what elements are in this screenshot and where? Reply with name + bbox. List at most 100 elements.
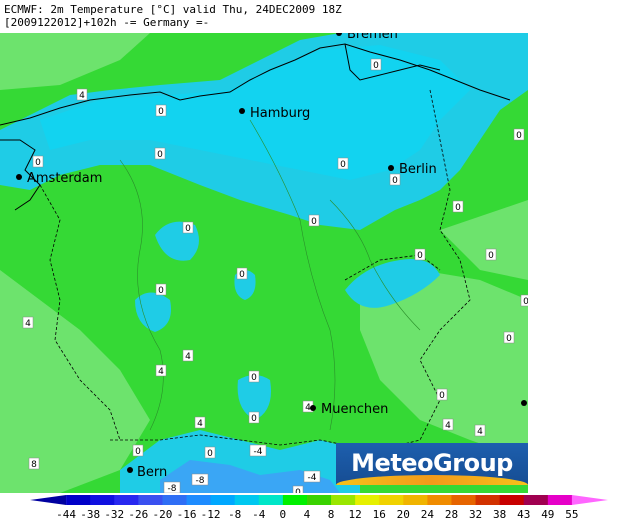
contour-label-box	[474, 424, 486, 437]
contour-label-box	[442, 418, 454, 431]
coastline-netherlands	[0, 139, 41, 211]
contour-label-box	[22, 316, 34, 329]
contour-label-box	[248, 411, 260, 424]
warm-area-west	[0, 33, 150, 90]
contour-label: 4	[445, 421, 451, 431]
city-dot-hamburg	[239, 108, 245, 114]
city-label-bern: Bern	[137, 465, 167, 480]
contour-label: 0	[295, 488, 301, 493]
contour-label: 0	[207, 449, 213, 459]
city-dot-berlin	[388, 165, 394, 171]
contour-label: 4	[305, 403, 311, 413]
river-2	[249, 119, 336, 431]
city-label-muenchen: Muenchen	[321, 402, 388, 417]
contour-label: 4	[158, 367, 164, 377]
color-scale-tick: -38	[80, 508, 100, 520]
contour-labels: 4 0 0 0 0 0 0 0 0 0 0 0 0 0 0 0 0 0 4 4 4 0 4 4 0 4 0 8 -8 -8 -4 -4 0 4 0	[22, 58, 528, 493]
color-scale-tick: 16	[373, 508, 386, 520]
contour-label-box	[414, 248, 426, 261]
city-dot-amsterdam	[16, 174, 22, 180]
contour-label-box	[132, 444, 144, 457]
city-dot-bremen	[336, 33, 342, 36]
contour-label-box	[182, 349, 194, 362]
color-scale-cell	[331, 495, 356, 505]
warm-area-east	[440, 200, 528, 280]
logo-text: MeteoGroup	[351, 449, 513, 477]
contour-label-box	[194, 416, 206, 429]
color-scale-cell	[30, 495, 67, 505]
color-scale-cell	[499, 495, 525, 505]
warm-area-southwest	[0, 270, 150, 493]
color-scale-cell	[210, 495, 236, 505]
color-scale-tick: 8	[328, 508, 335, 520]
contour-label-box	[389, 173, 401, 186]
color-scale-tick: 38	[493, 508, 506, 520]
color-scale-cell	[234, 495, 260, 505]
color-scale-tick: -26	[128, 508, 148, 520]
contour-label: -8	[168, 484, 177, 493]
contour-label-box	[191, 473, 209, 486]
color-scale-cell	[571, 495, 608, 505]
color-scale-cell	[114, 495, 139, 505]
map-title: ECMWF: 2m Temperature [°C] valid Thu, 24…	[4, 3, 342, 16]
contour-label-box	[154, 147, 166, 160]
color-scale-cell	[258, 495, 284, 505]
contour-label-box	[76, 88, 88, 101]
contour-label-box	[520, 294, 528, 307]
color-scale-cell	[282, 495, 308, 505]
contour-label-box	[370, 58, 382, 71]
meteogroup-logo: MeteoGroup	[336, 443, 528, 485]
color-scale-tick: 43	[517, 508, 530, 520]
city-label-bremen: Bremen	[347, 33, 398, 42]
run-info: [2009122012]+102h -= Germany =-	[4, 16, 210, 29]
color-scale-tick: -16	[177, 508, 197, 520]
contour-label: -4	[254, 447, 263, 457]
city-dot-east	[521, 400, 527, 406]
contour-label-box	[155, 104, 167, 117]
color-scale-cell	[138, 495, 163, 505]
color-scale-tick: -32	[104, 508, 124, 520]
contour-label: 0	[340, 160, 346, 170]
color-scale-cell	[66, 495, 91, 505]
contour-label: 4	[79, 91, 85, 101]
contour-label: 0	[523, 297, 528, 307]
color-scale: -44 -38 -32 -26 -20 -16 -12 -8 -4 0 4 8 12 16 20 24 28 32…	[30, 495, 608, 520]
city-dot-muenchen	[310, 405, 316, 411]
color-scale-cell	[475, 495, 501, 505]
contour-label-box	[155, 283, 167, 296]
river-3	[329, 199, 421, 331]
contour-label-box	[204, 446, 216, 459]
contour-label-box	[163, 481, 181, 493]
logo-sun-arc	[336, 475, 528, 485]
contour-label: 0	[157, 150, 163, 160]
contour-label-box	[303, 470, 321, 483]
cold-blob-4	[237, 375, 271, 420]
cold-blob-east	[345, 259, 440, 308]
contour-label: 0	[251, 373, 257, 383]
contour-label-box	[485, 248, 497, 261]
contour-label: 0	[239, 270, 245, 280]
contour-label: 4	[185, 352, 191, 362]
color-scale-cell	[403, 495, 428, 505]
color-scale-tick: -44	[56, 508, 76, 520]
warm-area-southeast	[360, 270, 528, 460]
color-scale-tick: 32	[469, 508, 482, 520]
river-1	[119, 159, 164, 431]
color-scale-tick: -12	[201, 508, 221, 520]
contour-label-box	[32, 155, 44, 168]
city-label-hamburg: Hamburg	[250, 106, 310, 121]
color-scale-cell	[451, 495, 477, 505]
color-scale-cell	[162, 495, 188, 505]
contour-label: 0	[158, 107, 164, 117]
color-scale-tick: -20	[152, 508, 172, 520]
contour-label: 8	[31, 460, 37, 470]
contour-label-box	[513, 128, 525, 141]
color-scale-tick: 4	[304, 508, 311, 520]
color-scale-cell	[90, 495, 115, 505]
contour-label-box	[249, 444, 267, 457]
contour-label: 0	[488, 251, 494, 261]
contour-label: 0	[417, 251, 423, 261]
cold-blob-2	[135, 292, 171, 332]
contour-label: 0	[135, 447, 141, 457]
